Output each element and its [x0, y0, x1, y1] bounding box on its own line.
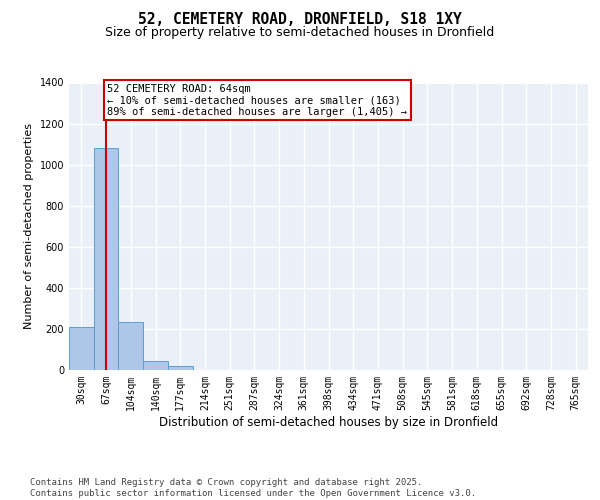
Y-axis label: Number of semi-detached properties: Number of semi-detached properties — [24, 123, 34, 329]
Bar — [143, 361, 168, 370]
Text: Size of property relative to semi-detached houses in Dronfield: Size of property relative to semi-detach… — [106, 26, 494, 39]
X-axis label: Distribution of semi-detached houses by size in Dronfield: Distribution of semi-detached houses by … — [159, 416, 498, 428]
Text: 52, CEMETERY ROAD, DRONFIELD, S18 1XY: 52, CEMETERY ROAD, DRONFIELD, S18 1XY — [138, 12, 462, 28]
Bar — [168, 366, 193, 370]
Bar — [94, 148, 118, 370]
Bar — [118, 322, 143, 370]
Text: 52 CEMETERY ROAD: 64sqm
← 10% of semi-detached houses are smaller (163)
89% of s: 52 CEMETERY ROAD: 64sqm ← 10% of semi-de… — [107, 84, 407, 116]
Text: Contains HM Land Registry data © Crown copyright and database right 2025.
Contai: Contains HM Land Registry data © Crown c… — [30, 478, 476, 498]
Bar — [69, 327, 94, 370]
